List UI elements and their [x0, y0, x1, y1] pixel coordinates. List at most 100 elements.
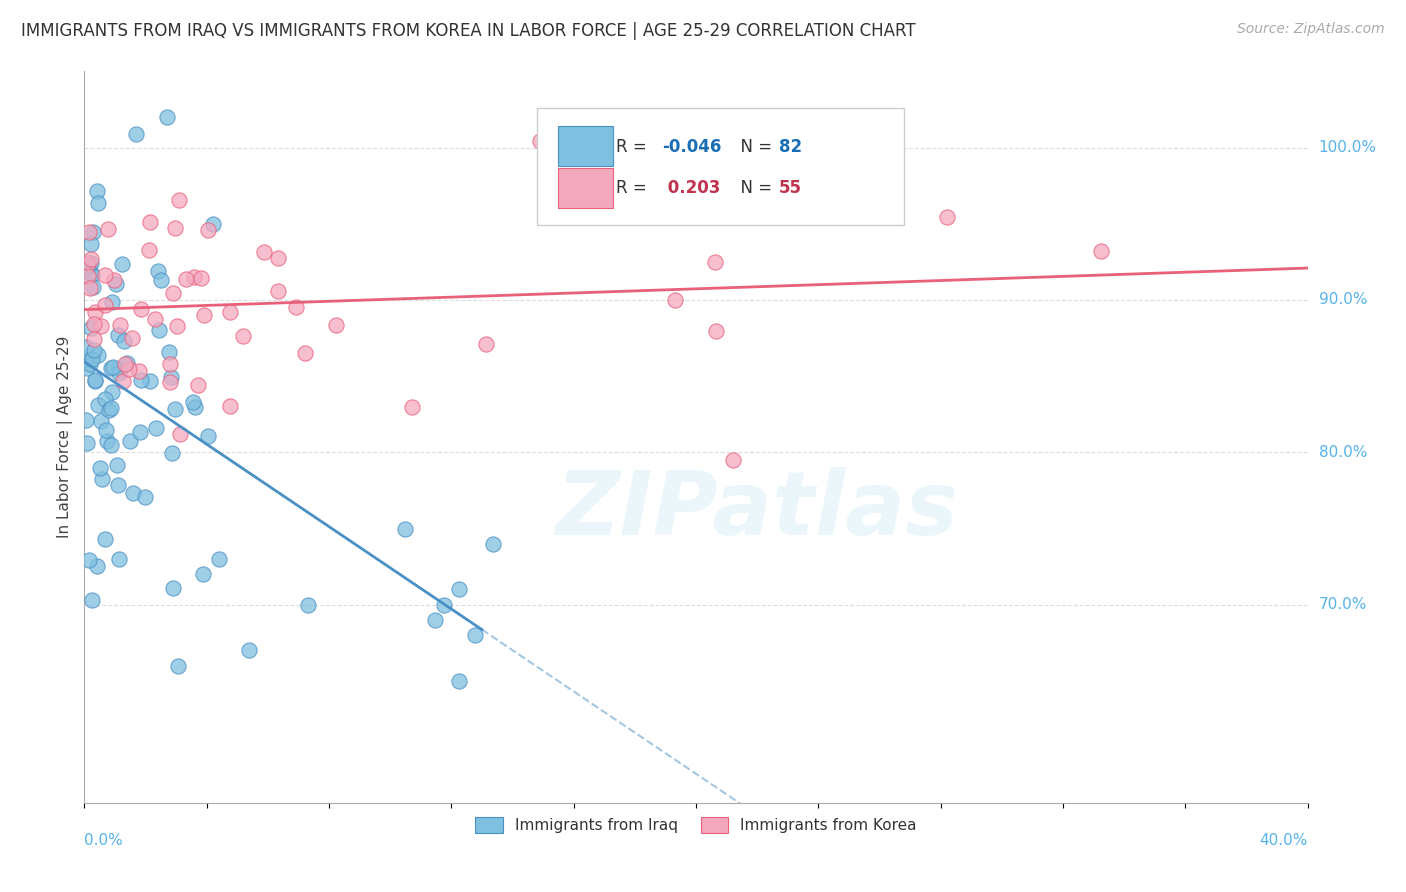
Point	[83, 343, 105, 357]
Point	[157, 345, 180, 359]
Point	[118, 434, 141, 449]
Point	[121, 486, 143, 500]
Point	[84, 305, 107, 319]
Point	[232, 329, 254, 343]
Text: 80.0%: 80.0%	[1319, 445, 1367, 459]
Point	[628, 186, 651, 201]
Text: 40.0%: 40.0%	[1260, 833, 1308, 848]
Point	[79, 281, 101, 295]
Point	[111, 374, 134, 388]
Point	[77, 256, 100, 270]
Point	[83, 317, 105, 331]
Point	[103, 359, 125, 374]
Point	[159, 370, 181, 384]
Point	[193, 567, 215, 582]
Point	[94, 424, 117, 438]
Point	[187, 378, 209, 392]
Point	[297, 598, 319, 612]
Point	[80, 592, 103, 607]
Text: 0.203: 0.203	[662, 179, 720, 197]
Point	[114, 357, 136, 371]
Point	[90, 414, 112, 428]
Point	[433, 598, 456, 612]
Point	[162, 446, 184, 460]
Point	[108, 552, 131, 566]
Point	[167, 194, 190, 208]
Text: N =: N =	[730, 179, 778, 197]
Point	[90, 472, 112, 486]
Point	[464, 628, 486, 642]
Point	[475, 337, 498, 351]
Point	[267, 285, 290, 299]
Point	[100, 438, 122, 452]
Point	[284, 300, 307, 314]
Text: Source: ZipAtlas.com: Source: ZipAtlas.com	[1237, 22, 1385, 37]
Point	[128, 364, 150, 378]
Point	[129, 373, 152, 387]
Point	[129, 301, 152, 316]
Point	[664, 293, 686, 308]
Point	[107, 478, 129, 492]
Point	[86, 184, 108, 198]
Point	[138, 243, 160, 257]
Point	[124, 128, 146, 142]
Point	[253, 244, 276, 259]
Point	[184, 400, 207, 414]
Point	[1090, 244, 1112, 259]
Point	[197, 223, 219, 237]
Point	[121, 331, 143, 345]
Text: -0.046: -0.046	[662, 137, 721, 156]
Point	[146, 264, 169, 278]
Point	[294, 346, 316, 360]
Point	[75, 413, 97, 427]
Text: 70.0%: 70.0%	[1319, 598, 1367, 612]
Point	[94, 392, 117, 406]
Point	[105, 458, 128, 472]
Text: IMMIGRANTS FROM IRAQ VS IMMIGRANTS FROM KOREA IN LABOR FORCE | AGE 25-29 CORRELA: IMMIGRANTS FROM IRAQ VS IMMIGRANTS FROM …	[21, 22, 915, 40]
Point	[166, 318, 188, 333]
Point	[96, 434, 118, 448]
Point	[108, 362, 131, 376]
Point	[94, 268, 117, 282]
Point	[156, 110, 179, 124]
Point	[936, 211, 959, 225]
Point	[425, 613, 447, 627]
Text: R =: R =	[616, 179, 652, 197]
Point	[100, 401, 122, 415]
Point	[76, 269, 98, 284]
Point	[80, 252, 103, 267]
Point	[169, 427, 191, 442]
Point	[76, 361, 98, 376]
Point	[86, 348, 108, 362]
Text: 55: 55	[779, 179, 803, 197]
Point	[201, 217, 224, 231]
Point	[90, 318, 112, 333]
Point	[83, 332, 105, 346]
Point	[76, 436, 98, 450]
Point	[103, 273, 125, 287]
Y-axis label: In Labor Force | Age 25-29: In Labor Force | Age 25-29	[58, 336, 73, 538]
Point	[84, 373, 107, 387]
Point	[77, 259, 100, 273]
Point	[77, 553, 100, 567]
Point	[79, 266, 101, 280]
FancyBboxPatch shape	[558, 126, 613, 167]
Point	[80, 256, 103, 270]
Point	[107, 366, 129, 380]
Text: 82: 82	[779, 137, 803, 156]
Point	[401, 400, 423, 414]
FancyBboxPatch shape	[558, 168, 613, 208]
Legend: Immigrants from Iraq, Immigrants from Korea: Immigrants from Iraq, Immigrants from Ko…	[470, 811, 922, 839]
Point	[145, 420, 167, 434]
Text: 90.0%: 90.0%	[1319, 293, 1367, 308]
Point	[449, 582, 471, 597]
Point	[94, 298, 117, 312]
Point	[86, 398, 108, 412]
Text: 0.0%: 0.0%	[84, 833, 124, 848]
Point	[325, 318, 347, 333]
Point	[704, 324, 727, 338]
Point	[87, 195, 110, 210]
Point	[219, 399, 242, 413]
Point	[82, 225, 104, 239]
Point	[197, 429, 219, 443]
